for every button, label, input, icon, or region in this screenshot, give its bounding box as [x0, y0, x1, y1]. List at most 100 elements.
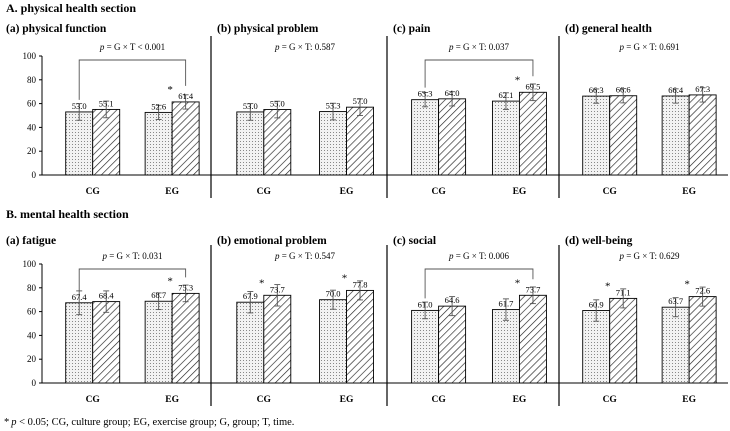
value-label: 70.0	[326, 289, 341, 299]
p-value-label: p = G × T: 0.037	[448, 42, 510, 52]
category-label: CG	[257, 395, 272, 405]
category-label: EG	[340, 395, 354, 405]
value-label: 61.0	[418, 299, 433, 309]
bar-pre	[411, 309, 440, 384]
bar-post	[263, 294, 292, 384]
value-label: 63.7	[668, 296, 683, 306]
bar-post	[688, 94, 717, 176]
category-label: CG	[86, 187, 101, 197]
bar-post	[518, 294, 547, 384]
y-tick-label: 40	[27, 122, 37, 132]
category-label: CG	[431, 395, 446, 405]
bar-post	[688, 296, 717, 384]
value-label: 77.8	[353, 279, 368, 289]
bar-post	[609, 95, 638, 176]
value-label: 72.6	[695, 286, 710, 296]
category-label: CG	[603, 187, 618, 197]
category-label: CG	[257, 187, 272, 197]
y-tick-label: 100	[23, 259, 37, 269]
value-label: 55.1	[99, 98, 114, 108]
chart-panel-5: (b) emotional problem p = G × T: 0.547 CG 6…	[210, 235, 387, 406]
footnote-p: p	[10, 417, 16, 428]
bar-post	[92, 108, 121, 176]
y-tick-label: 20	[27, 354, 37, 364]
category-label: CG	[603, 395, 618, 405]
p-value-label: p = G × T: 0.691	[618, 42, 679, 52]
bar-pre	[144, 300, 173, 384]
value-label: 57.0	[353, 96, 368, 106]
p-value-label: p = G × T: 0.587	[274, 42, 336, 52]
category-label: EG	[165, 187, 179, 197]
panel-title: (a) physical function	[6, 23, 107, 35]
panel-title: (a) fatigue	[6, 235, 56, 247]
bar-pre	[144, 111, 173, 176]
bar-post	[171, 101, 200, 176]
p-value-label: p = G × T: 0.547	[274, 251, 336, 261]
bar-pre	[65, 302, 94, 384]
value-label: 66.6	[616, 85, 631, 95]
y-tick-label: 100	[23, 51, 37, 61]
significance-star: *	[342, 272, 348, 284]
value-label: 69.5	[526, 81, 541, 91]
value-label: 63.3	[418, 89, 433, 99]
chart-panel-3: (d) general health p = G × T: 0.691 CG 66.3…	[558, 23, 728, 198]
chart-panel-1: (b) physical problem p = G × T: 0.587 CG 53…	[210, 23, 387, 198]
interaction-bracket	[78, 59, 187, 100]
category-label: CG	[86, 395, 101, 405]
p-value-label: p = G × T: 0.006	[448, 251, 510, 261]
significance-star: *	[515, 277, 521, 289]
value-label: 61.7	[499, 299, 514, 309]
bar-pre	[411, 99, 440, 176]
bar-post	[438, 98, 467, 176]
value-label: 66.3	[589, 85, 604, 95]
y-tick-label: 60	[27, 99, 37, 109]
value-label: 60.9	[589, 300, 604, 310]
p-value-label: p = G × T: 0.031	[101, 251, 162, 261]
bar-post	[263, 109, 292, 176]
section-title-physical: A. physical health section	[6, 1, 136, 15]
bar-pre	[319, 111, 347, 176]
footnote: * p < 0.05; CG, culture group; EG, exerci…	[4, 417, 294, 428]
bar-post	[346, 106, 374, 176]
significance-star: *	[167, 275, 173, 287]
category-label: EG	[513, 395, 527, 405]
p-value-label: p = G × T: 0.629	[618, 251, 680, 261]
category-label: CG	[431, 187, 446, 197]
chart-panel-2: (c) pain p = G × T: 0.037 CG 63.3 64.0 EG 62.1…	[386, 23, 559, 198]
value-label: 68.4	[99, 291, 115, 301]
bar-post	[609, 297, 638, 384]
value-label: 67.9	[243, 291, 258, 301]
y-tick-label: 80	[27, 283, 37, 293]
bar-pre	[661, 306, 690, 384]
bar-pre	[319, 299, 347, 384]
interaction-bracket	[78, 268, 187, 291]
y-tick-label: 40	[27, 330, 37, 340]
bar-pre	[236, 111, 265, 176]
y-tick-label: 0	[32, 170, 37, 180]
bar-pre	[582, 95, 611, 176]
bar-pre	[491, 309, 520, 384]
value-label: 68.7	[151, 290, 166, 300]
chart-panel-4: (a) fatigue p = G × T: 0.031 0 20 40 60 80 100 C…	[6, 235, 211, 405]
value-label: 53.3	[326, 101, 341, 111]
significance-star: *	[605, 280, 611, 292]
bar-pre	[661, 95, 690, 176]
chart-panel-0: (a) physical function p = G × T < 0.001 0 2…	[6, 23, 211, 197]
category-label: EG	[682, 187, 696, 197]
value-label: 61.4	[178, 91, 194, 101]
value-label: 62.1	[499, 90, 514, 100]
panel-title: (d) well-being	[565, 235, 633, 247]
significance-star: *	[259, 277, 265, 289]
significance-star: *	[515, 74, 521, 86]
category-label: EG	[165, 395, 179, 405]
value-label: 53.0	[72, 101, 87, 111]
bar-post	[438, 305, 467, 384]
value-label: 71.1	[616, 287, 631, 297]
panel-title: (c) pain	[393, 23, 431, 35]
value-label: 55.0	[270, 99, 285, 109]
value-label: 52.6	[151, 101, 166, 111]
bar-post	[518, 91, 547, 176]
category-label: EG	[513, 187, 527, 197]
value-label: 66.4	[668, 85, 684, 95]
